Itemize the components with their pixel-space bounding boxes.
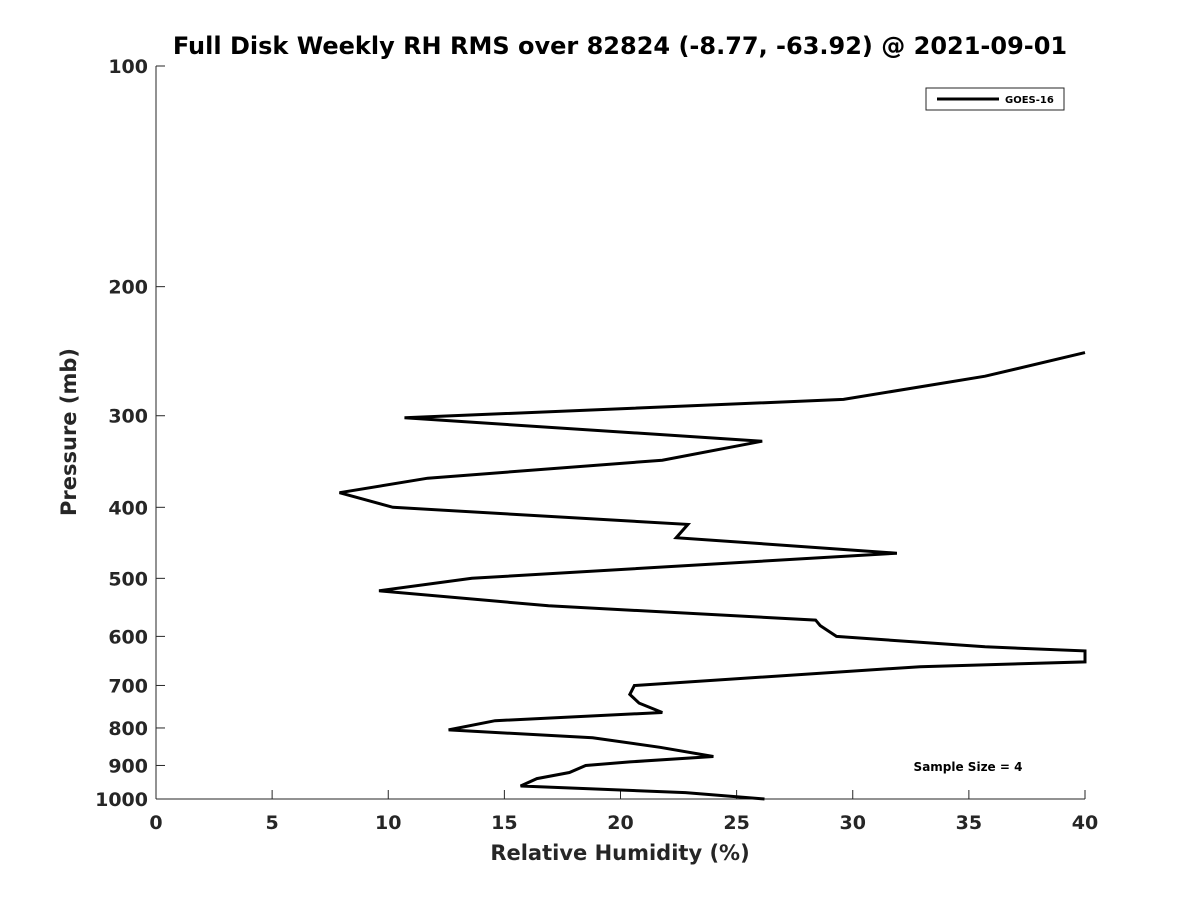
- x-tick-label: 35: [956, 812, 982, 834]
- legend-entry-goes-16: GOES-16: [1005, 95, 1054, 106]
- y-tick-label: 200: [108, 277, 148, 299]
- y-tick-label: 400: [108, 497, 148, 519]
- x-tick-label: 30: [840, 812, 866, 834]
- series-line-goes-16: [339, 351, 1087, 801]
- y-tick-label: 900: [108, 755, 148, 777]
- x-tick-label: 10: [375, 812, 401, 834]
- y-tick-label: 1000: [95, 789, 148, 811]
- x-tick-label: 40: [1072, 812, 1098, 834]
- legend: GOES-16: [925, 87, 1065, 111]
- x-tick-label: 20: [607, 812, 633, 834]
- x-axis-label: Relative Humidity (%): [490, 841, 749, 865]
- y-axis-label: Pressure (mb): [57, 348, 81, 516]
- y-tick-label: 100: [108, 56, 148, 78]
- x-tick-label: 25: [723, 812, 749, 834]
- series-lines: [339, 351, 1087, 801]
- y-tick-label: 500: [108, 568, 148, 590]
- x-tick-label: 15: [491, 812, 517, 834]
- sample-size-annotation: Sample Size = 4: [914, 760, 1023, 774]
- chart-title: Full Disk Weekly RH RMS over 82824 (-8.7…: [173, 32, 1067, 60]
- x-tick-label: 0: [149, 812, 162, 834]
- y-tick-label: 600: [108, 626, 148, 648]
- x-tick-label: 5: [266, 812, 279, 834]
- y-tick-label: 800: [108, 718, 148, 740]
- y-tick-label: 700: [108, 675, 148, 697]
- x-axis-ticks: 0 5 10 15 20 25 30 35 40: [149, 790, 1098, 834]
- y-tick-label: 300: [108, 406, 148, 428]
- y-axis-ticks: 100 200 300 400 500 600 700 800 900 1000: [95, 56, 165, 811]
